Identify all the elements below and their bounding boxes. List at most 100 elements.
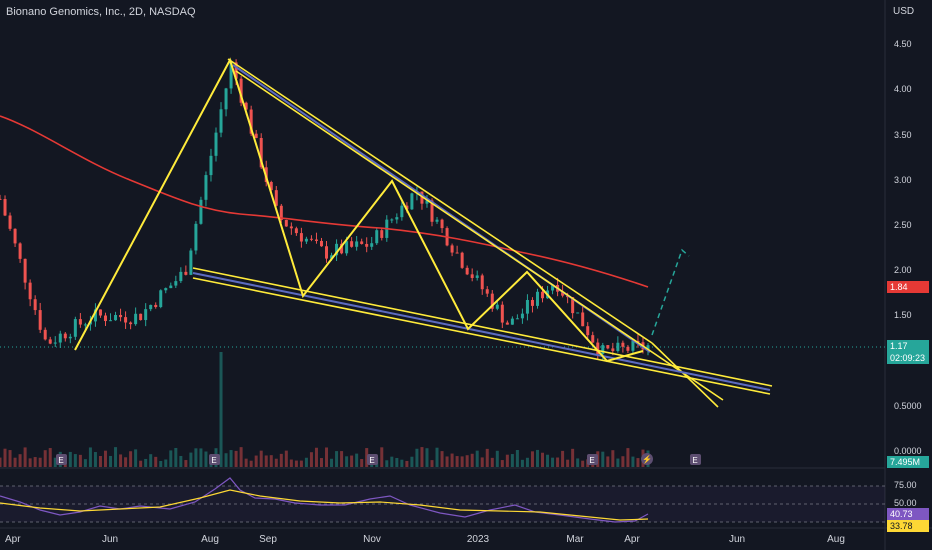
upper-channel[interactable] bbox=[227, 58, 724, 408]
candle-body bbox=[18, 243, 22, 259]
candle-body bbox=[591, 335, 595, 343]
volume-bar bbox=[450, 453, 454, 467]
volume-bar bbox=[325, 447, 329, 467]
volume-bar bbox=[139, 460, 143, 467]
volume-bar bbox=[355, 453, 359, 467]
rsi-moving-average bbox=[0, 489, 649, 521]
volume-bar bbox=[525, 457, 529, 467]
volume-bar bbox=[490, 457, 494, 467]
candle-body bbox=[365, 243, 369, 247]
volume-bar bbox=[8, 450, 12, 467]
candle-body bbox=[204, 175, 208, 200]
svg-text:⚡: ⚡ bbox=[642, 454, 652, 464]
projection-arrow[interactable] bbox=[651, 248, 690, 336]
candle-body bbox=[490, 293, 494, 309]
price-tick-label: 1.50 bbox=[894, 310, 912, 321]
candle-body bbox=[335, 243, 339, 256]
candle-body bbox=[621, 342, 625, 347]
volume-bar bbox=[184, 460, 188, 467]
volume-bar bbox=[566, 459, 570, 467]
volume-bar bbox=[103, 450, 107, 467]
candle-body bbox=[375, 230, 379, 244]
rsi-band bbox=[0, 486, 885, 522]
event-icons[interactable]: E E E E ⚡ E bbox=[56, 453, 701, 465]
candle-body bbox=[350, 241, 354, 247]
candle-body bbox=[480, 275, 484, 290]
candle-body bbox=[129, 322, 133, 325]
candle-body bbox=[530, 299, 534, 306]
candle-body bbox=[294, 228, 298, 234]
candle-body bbox=[224, 88, 228, 110]
lower-channel[interactable] bbox=[192, 267, 773, 395]
volume-bar bbox=[68, 451, 72, 467]
candle-body bbox=[144, 309, 148, 321]
volume-bar bbox=[626, 448, 630, 467]
candle-body bbox=[214, 132, 218, 156]
candle-body bbox=[194, 223, 198, 251]
svg-text:E: E bbox=[211, 456, 216, 465]
volume-bar bbox=[33, 457, 37, 467]
candle-body bbox=[134, 313, 138, 325]
candle-body bbox=[0, 198, 2, 200]
candle-body bbox=[611, 348, 615, 351]
candle-body bbox=[440, 219, 444, 229]
volume-bar bbox=[229, 450, 233, 467]
volume-bar bbox=[576, 458, 580, 467]
candle-body bbox=[139, 313, 143, 321]
candle-body bbox=[405, 205, 409, 210]
volume-bar bbox=[119, 454, 123, 467]
volume-bar bbox=[259, 450, 263, 467]
candle-body bbox=[284, 220, 288, 227]
candle-body bbox=[58, 333, 62, 343]
volume-bar bbox=[395, 457, 399, 467]
candle-body bbox=[520, 313, 524, 319]
currency-label: USD bbox=[893, 6, 915, 17]
volume-bar bbox=[505, 454, 509, 467]
volume-bar bbox=[73, 454, 77, 467]
time-tick-label: Aug bbox=[827, 534, 845, 545]
rsi-ma-badge: 33.78 bbox=[887, 520, 929, 532]
candle-body bbox=[475, 275, 479, 278]
candle-body bbox=[470, 274, 474, 278]
volume-bar bbox=[109, 455, 113, 467]
candle-body bbox=[485, 289, 489, 294]
volume-bar bbox=[134, 449, 138, 467]
candle-body bbox=[330, 255, 334, 259]
candle-body bbox=[179, 271, 183, 282]
candle-body bbox=[103, 315, 107, 322]
volume-bar bbox=[485, 448, 489, 467]
candle-body bbox=[314, 239, 318, 241]
volume-bar bbox=[350, 455, 354, 467]
volume-bar bbox=[264, 455, 268, 467]
candle-body bbox=[355, 241, 359, 247]
volume-bar bbox=[616, 458, 620, 467]
candle-body bbox=[616, 342, 620, 351]
rsi-value-badge: 40.73 bbox=[887, 508, 929, 520]
volume-bar bbox=[179, 455, 183, 467]
candle-body bbox=[249, 109, 253, 134]
volume-bar bbox=[415, 448, 419, 467]
candle-body bbox=[626, 346, 630, 351]
volume-bar bbox=[169, 450, 173, 467]
volume-bar bbox=[425, 448, 429, 467]
candle-body bbox=[229, 62, 233, 89]
volume-bar bbox=[541, 452, 545, 467]
candle-body bbox=[199, 199, 203, 224]
volume-bar bbox=[601, 451, 605, 467]
candle-body bbox=[380, 230, 384, 238]
volume-bar bbox=[515, 449, 519, 467]
zigzag-pattern[interactable] bbox=[74, 57, 644, 363]
candle-body bbox=[174, 281, 178, 286]
candle-body bbox=[93, 309, 97, 322]
candle-body bbox=[450, 245, 454, 253]
candle-body bbox=[48, 339, 52, 344]
volume-bar bbox=[319, 458, 323, 467]
candle-body bbox=[410, 193, 414, 210]
volume-bar bbox=[631, 456, 635, 467]
candle-body bbox=[234, 62, 238, 79]
candle-body bbox=[309, 238, 313, 240]
volume-bar bbox=[114, 447, 118, 467]
volume-bar bbox=[249, 460, 253, 467]
candle-body bbox=[425, 200, 429, 204]
